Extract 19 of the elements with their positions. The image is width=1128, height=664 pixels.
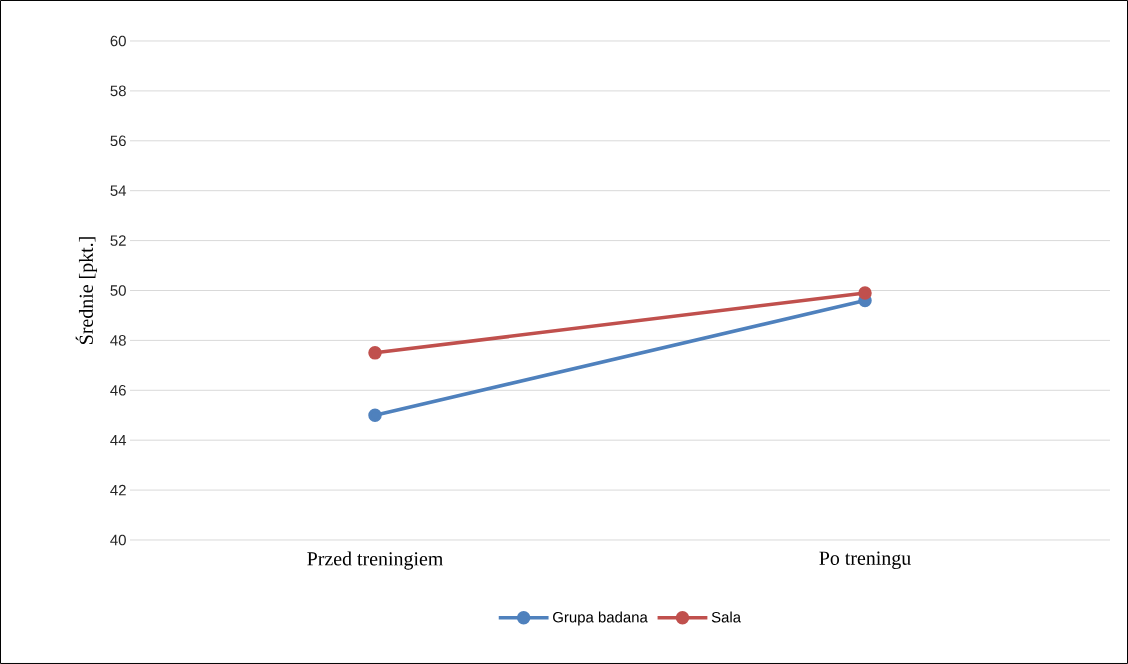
y-tick-label: 50 xyxy=(110,285,126,296)
point xyxy=(368,346,382,360)
point xyxy=(858,286,872,300)
y-tick-label: 56 xyxy=(110,135,126,147)
y-tick-label: 40 xyxy=(110,534,126,546)
point xyxy=(368,408,382,422)
y-tick-label: 48 xyxy=(110,335,126,346)
y-tick-label: 58 xyxy=(110,85,126,97)
legend-label: Grupa badana xyxy=(553,611,648,626)
y-tick-label: 46 xyxy=(110,384,126,396)
x-tick-label: Przed treningiem xyxy=(307,551,444,570)
legend-label: Sala xyxy=(711,611,742,623)
y-axis-title: Średnie [pkt.] xyxy=(75,237,98,344)
y-tick-label: 52 xyxy=(110,235,126,246)
y-tick-label: 44 xyxy=(110,435,127,446)
x-tick-label: Po treningu xyxy=(819,551,911,569)
y-tick-label: 60 xyxy=(110,35,126,47)
y-tick-label: 42 xyxy=(110,484,126,496)
y-tick-label: 54 xyxy=(110,185,127,196)
